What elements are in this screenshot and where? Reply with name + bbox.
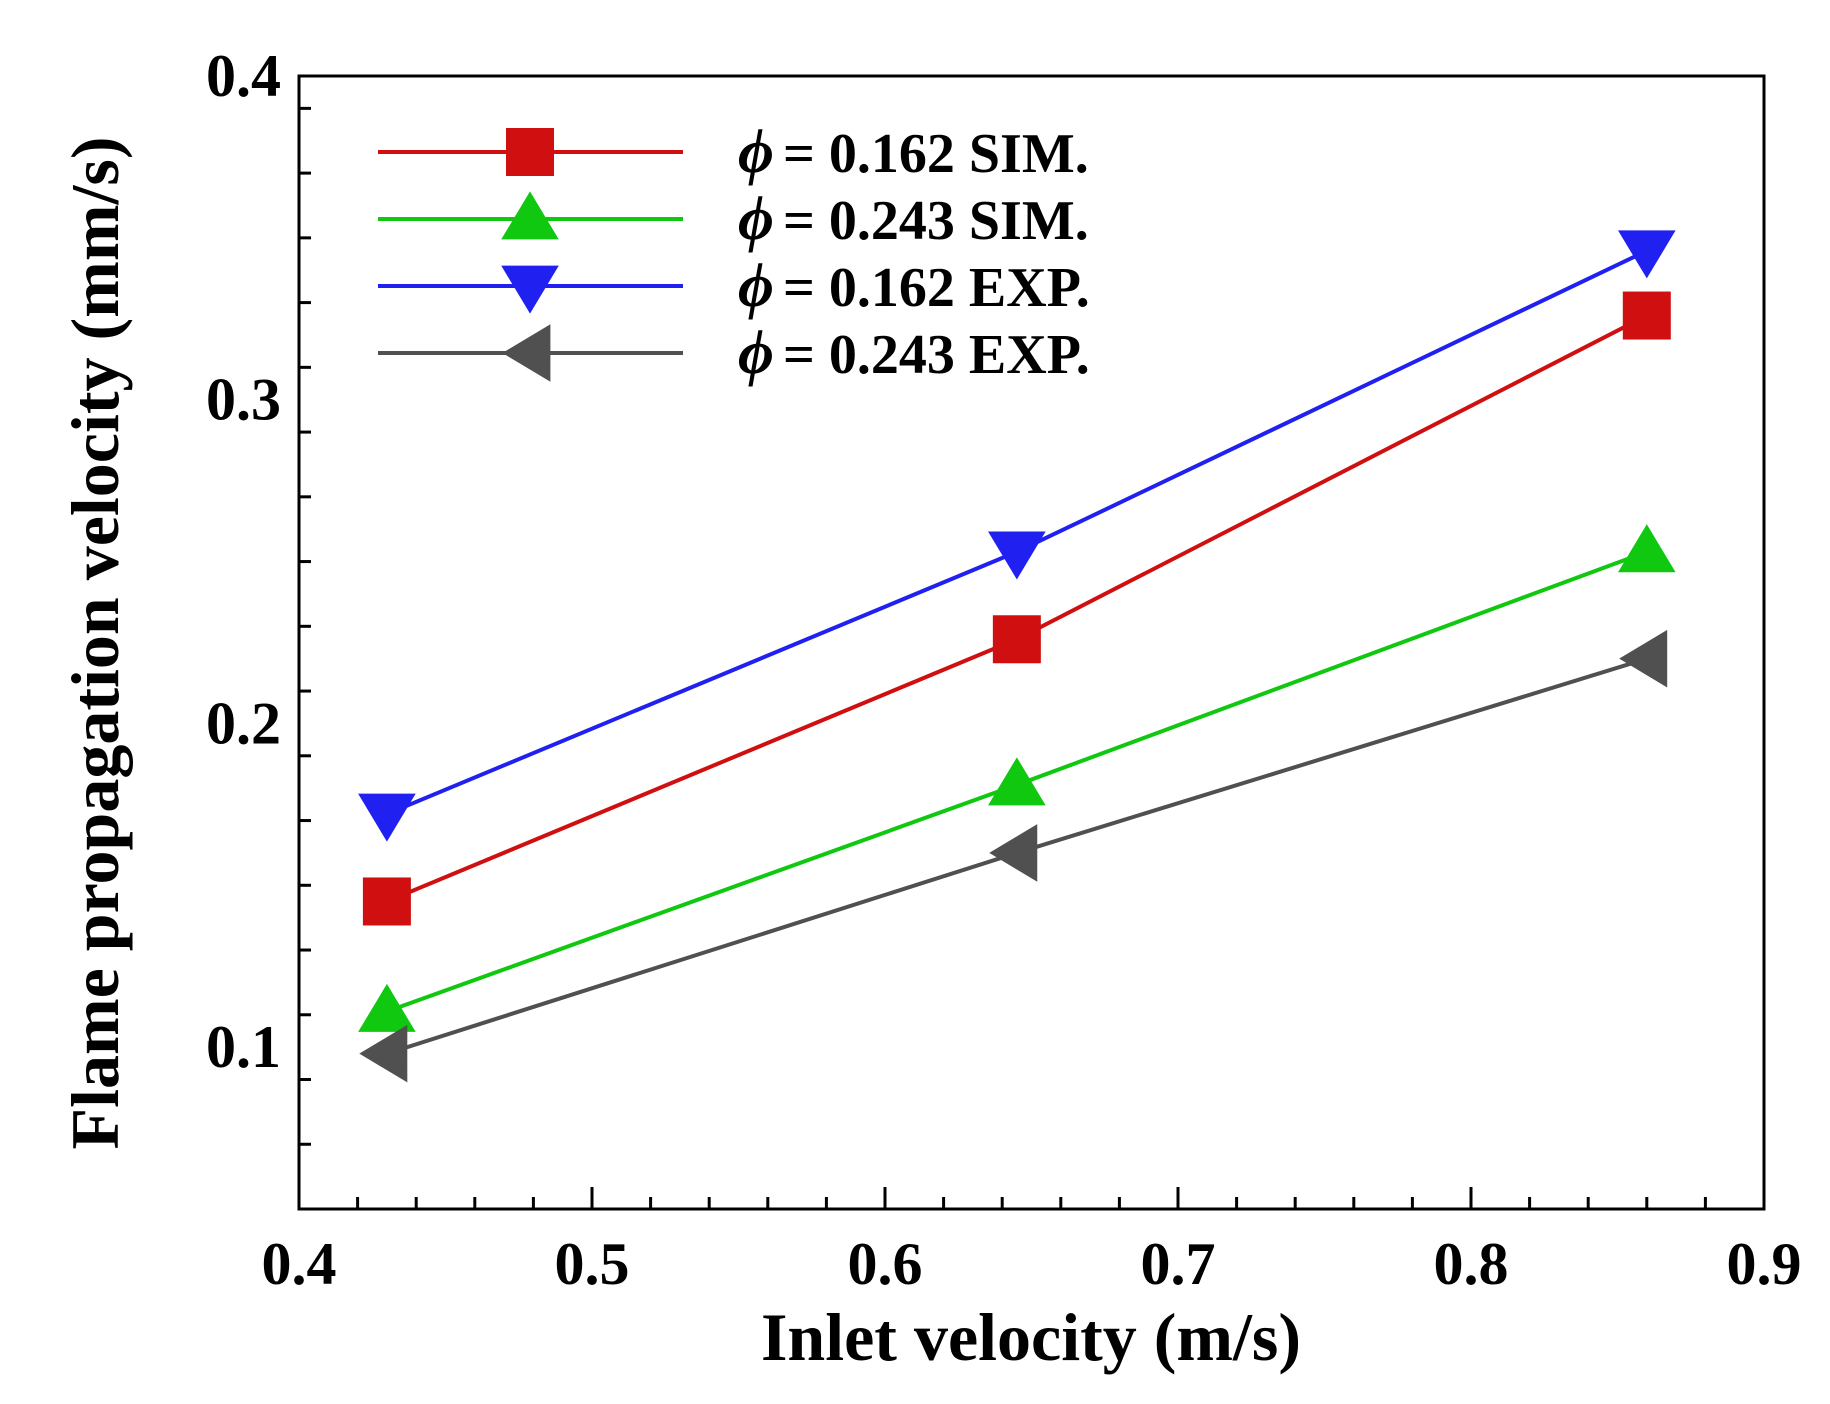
plot-markers [358, 230, 1676, 1083]
x-axis-ticks [297, 1187, 1766, 1209]
y-axis-ticks [299, 106, 311, 1211]
series-3-point [1619, 629, 1668, 688]
series-1-point [988, 757, 1046, 806]
legend-symbol-1: ϕ [738, 185, 774, 253]
legend-label-2: = 0.162 EXP. [783, 257, 1090, 319]
legend-symbol-0: ϕ [738, 118, 774, 186]
legend-label-0: = 0.162 SIM. [783, 123, 1089, 185]
x-tick-label: 0.8 [1434, 1231, 1509, 1297]
x-tick-label: 0.5 [555, 1231, 630, 1297]
y-tick-label: 0.3 [206, 367, 281, 433]
y-tick-label: 0.1 [206, 1014, 281, 1080]
legend-marker-0 [506, 128, 554, 176]
x-tick-label: 0.9 [1727, 1231, 1802, 1297]
x-tick-label: 0.6 [848, 1231, 923, 1297]
y-axis-title: Flame propagation velocity (mm/s) [57, 137, 133, 1150]
series-2-point [1618, 230, 1676, 279]
legend: ϕ = 0.162 SIM.ϕ = 0.243 SIM.ϕ = 0.162 EXP.ϕ… [378, 118, 1090, 387]
plot-frame [297, 74, 1766, 1211]
series-0-point [362, 877, 411, 926]
y-tick-label: 0.4 [206, 43, 281, 109]
series-2-point [358, 793, 416, 842]
legend-label-3: = 0.243 EXP. [783, 324, 1090, 386]
y-tick-label: 0.2 [206, 690, 281, 756]
series-2-point [988, 531, 1046, 580]
series-1-point [1618, 524, 1676, 573]
legend-marker-3 [502, 324, 551, 382]
x-axis-tick-labels: 0.4 0.5 0.6 0.7 0.8 0.9 [262, 1231, 1802, 1297]
series-0-point [1622, 291, 1671, 340]
series-1-point [358, 983, 416, 1032]
legend-symbol-2: ϕ [738, 252, 774, 320]
legend-marker-1 [501, 191, 559, 240]
x-axis-title: Inlet velocity (m/s) [761, 1299, 1301, 1375]
y-axis-tick-labels: 0.1 0.2 0.3 0.4 [206, 43, 281, 1080]
series-line-0 [386, 313, 1648, 904]
legend-label-1: = 0.243 SIM. [783, 190, 1089, 252]
legend-symbol-3: ϕ [738, 319, 774, 387]
legend-marker-2 [501, 265, 559, 314]
series-3-point [989, 824, 1038, 882]
series-0-point [992, 615, 1041, 664]
x-tick-label: 0.7 [1141, 1231, 1216, 1297]
x-tick-label: 0.4 [262, 1231, 337, 1297]
series-3-point [359, 1024, 408, 1083]
